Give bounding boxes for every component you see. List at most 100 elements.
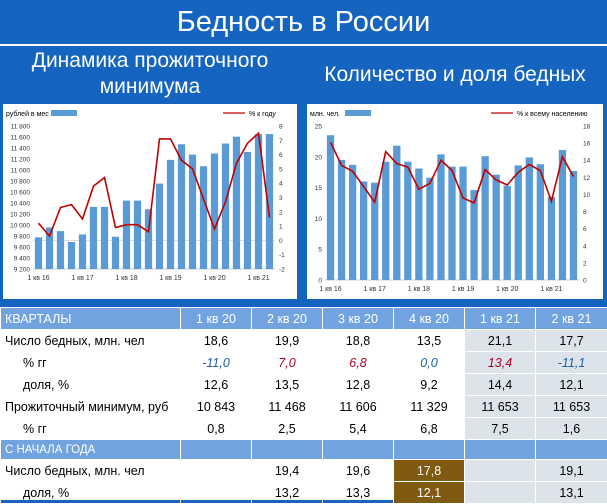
- table-cell: 19,4: [252, 460, 323, 482]
- legend-line-label: % к всему населению: [517, 111, 587, 118]
- table-cell: -11,1: [536, 352, 607, 374]
- header-cell: 3 кв 20: [323, 308, 394, 330]
- chart-bar: [426, 178, 433, 280]
- row-label: Число бедных, млн. чел: [1, 330, 181, 352]
- table-cell: 12,8: [323, 374, 394, 396]
- table-cell-highlight: 17,8: [394, 460, 465, 482]
- y2-axis-tick-label: 8: [279, 124, 283, 131]
- chart-bar: [526, 157, 533, 280]
- y2-axis-tick-label: 8: [583, 209, 587, 216]
- chart-bar: [167, 160, 174, 269]
- y2-axis-tick-label: 6: [279, 152, 283, 159]
- table-cell: 0,8: [181, 418, 252, 440]
- table-cell: 19,9: [252, 330, 323, 352]
- table-cell: 11 653: [465, 396, 536, 418]
- poverty-chart-svg: млн. чел.% к всему населению051015202502…: [307, 104, 603, 299]
- y2-axis-tick-label: 10: [583, 192, 591, 199]
- table-cell-highlight: 12,1: [394, 482, 465, 504]
- chart-bar: [448, 167, 455, 280]
- table-cell: 6,8: [394, 418, 465, 440]
- row-label: Число бедных, млн. чел: [1, 460, 181, 482]
- table-cell: 6,8: [323, 352, 394, 374]
- table-cell: 12,1: [536, 374, 607, 396]
- y2-axis-tick-label: 3: [279, 195, 283, 202]
- table-cell: 11 468: [252, 396, 323, 418]
- y-axis-tick-label: 11 400: [11, 146, 31, 153]
- row-label: доля, %: [1, 482, 181, 504]
- row-label: доля, %: [1, 374, 181, 396]
- section-header-row: С НАЧАЛА ГОДА: [1, 440, 607, 460]
- chart-bar: [134, 201, 141, 269]
- y-axis-tick-label: 5: [318, 247, 322, 254]
- chart-bar: [211, 153, 218, 269]
- y-axis-tick-label: 10 800: [10, 179, 30, 186]
- y2-axis-tick-label: 1: [279, 224, 283, 231]
- table-cell: 7,0: [252, 352, 323, 374]
- y2-axis-tick-label: -2: [279, 267, 285, 274]
- chart-bar: [189, 155, 196, 269]
- section-label: С НАЧАЛА ГОДА: [1, 440, 181, 460]
- chart-bar: [35, 237, 42, 269]
- x-axis-tick-label: 1 кв 20: [496, 286, 518, 293]
- table-cell: 0,0: [394, 352, 465, 374]
- chart-bar: [145, 209, 152, 269]
- chart-bar: [360, 181, 367, 280]
- y-axis-tick-label: 9 200: [14, 267, 31, 274]
- y2-axis-tick-label: 0: [279, 238, 283, 245]
- table-cell: 13,1: [536, 482, 607, 504]
- table-row: % гг -11,0 7,0 6,8 0,0 13,4 -11,1: [1, 352, 607, 374]
- table-cell: 13,3: [323, 482, 394, 504]
- table-cell: 21,1: [465, 330, 536, 352]
- x-axis-tick-label: 1 кв 17: [71, 275, 93, 282]
- y2-axis-tick-label: 6: [583, 226, 587, 233]
- y2-axis-tick-label: 0: [583, 278, 587, 285]
- legend-bar-swatch: [51, 110, 77, 116]
- y-axis-tick-label: 25: [315, 124, 323, 131]
- x-axis-tick-label: 1 кв 21: [540, 286, 562, 293]
- x-axis-tick-label: 1 кв 18: [408, 286, 430, 293]
- y-axis-tick-label: 10 000: [10, 223, 30, 230]
- row-label: % гг: [1, 418, 181, 440]
- table-cell: -11,0: [181, 352, 252, 374]
- table-cell: 13,2: [252, 482, 323, 504]
- chart-bar: [200, 166, 207, 269]
- y-axis-tick-label: 9 400: [14, 256, 31, 263]
- header-cell: 1 кв 20: [181, 308, 252, 330]
- row-label: Прожиточный минимум, руб: [1, 396, 181, 418]
- table-row: Число бедных, млн. чел 19,4 19,6 17,8 19…: [1, 460, 607, 482]
- y2-axis-tick-label: -1: [279, 252, 285, 259]
- table-cell: 10 843: [181, 396, 252, 418]
- table-cell: 11 653: [536, 396, 607, 418]
- chart-bar: [437, 154, 444, 280]
- table-cell: 2,5: [252, 418, 323, 440]
- y-axis-tick-label: 11 800: [11, 124, 31, 131]
- table-cell: 13,5: [394, 330, 465, 352]
- chart-bar: [327, 135, 334, 280]
- table-cell: 11 329: [394, 396, 465, 418]
- chart-bar: [233, 137, 240, 269]
- y-axis-tick-label: 10 600: [10, 190, 30, 197]
- y-axis-tick-label: 9 800: [14, 234, 31, 241]
- header-cell: 4 кв 20: [394, 308, 465, 330]
- y2-axis-tick-label: 4: [279, 181, 283, 188]
- y2-axis-tick-label: 7: [279, 138, 283, 145]
- legend-bar-label: рублей в мес: [6, 110, 49, 118]
- subtitle-right: Количество и доля бедных: [303, 62, 607, 88]
- y-axis-tick-label: 9 600: [14, 245, 31, 252]
- y2-axis-tick-label: 16: [583, 141, 591, 148]
- y2-axis-tick-label: 4: [583, 243, 587, 250]
- legend-bar-swatch: [345, 110, 371, 116]
- chart-bar: [79, 234, 86, 269]
- y-axis-tick-label: 15: [315, 185, 323, 192]
- table-cell: 19,1: [536, 460, 607, 482]
- chart-bar: [548, 197, 555, 280]
- chart-bar: [382, 162, 389, 280]
- y-axis-tick-label: 11 000: [11, 168, 31, 175]
- x-axis-tick-label: 1 кв 16: [319, 286, 341, 293]
- chart-bar: [112, 237, 119, 269]
- table-row: Прожиточный минимум, руб 10 843 11 468 1…: [1, 396, 607, 418]
- table-row: доля, % 12,6 13,5 12,8 9,2 14,4 12,1: [1, 374, 607, 396]
- x-axis-tick-label: 1 кв 19: [159, 275, 181, 282]
- subtitle-left: Динамика прожиточного минимума: [0, 48, 300, 100]
